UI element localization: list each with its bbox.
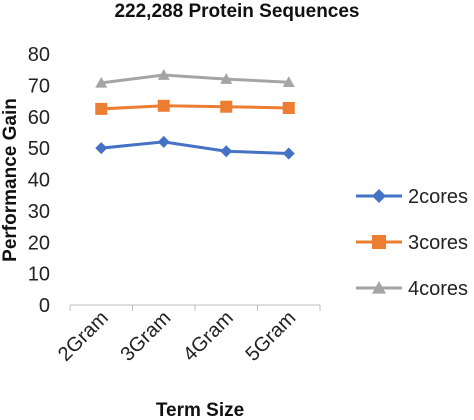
series-line-3cores: [101, 104, 289, 111]
legend-label-4cores: 4cores: [408, 278, 468, 300]
x-axis-title: Term Size: [156, 400, 244, 420]
legend-marker-4cores: [372, 281, 386, 294]
legend-label-3cores: 3cores: [408, 232, 468, 254]
chart-title: 222,288 Protein Sequences: [114, 1, 359, 22]
y-tick-label: 80: [28, 44, 50, 66]
data-point-2cores: [95, 142, 108, 155]
data-point-4cores: [95, 76, 108, 88]
data-point-3cores: [282, 101, 295, 114]
y-tick-label: 50: [28, 138, 50, 160]
y-tick-label: 10: [28, 264, 50, 286]
y-tick-label: 0: [39, 295, 50, 317]
y-tick-label: 30: [28, 201, 50, 223]
legend-label-2cores: 2cores: [408, 186, 468, 208]
x-tick-label: 2Gram: [54, 307, 113, 366]
data-point-2cores: [157, 135, 170, 148]
axes: 0 10 20 30 40 50 60 70 80 2Gram 3Gram 4Gram 5Gram: [28, 44, 321, 366]
data-point-4cores: [282, 76, 295, 88]
x-tick-label: 4Gram: [179, 307, 238, 366]
series-line-2cores: [101, 140, 289, 155]
y-tick-label: 70: [28, 75, 50, 97]
data-point-4cores: [220, 73, 233, 84]
y-axis-title: Performance Gain: [0, 98, 21, 262]
legend: 2cores 3cores 4cores: [356, 186, 468, 300]
legend-marker-3cores: [372, 235, 386, 249]
x-tick-label: 3Gram: [117, 307, 176, 366]
data-point-4cores: [157, 69, 170, 80]
x-tick-label: 5Gram: [242, 307, 301, 366]
series-layer: [95, 69, 295, 160]
data-point-2cores: [282, 147, 295, 160]
y-tick-label: 20: [28, 232, 50, 254]
y-tick-label: 40: [28, 170, 50, 192]
series-line-4cores: [101, 73, 289, 85]
data-point-3cores: [220, 100, 233, 113]
legend-marker-2cores: [372, 189, 386, 203]
y-tick-label: 60: [28, 107, 50, 129]
data-point-2cores: [220, 145, 233, 158]
data-point-3cores: [157, 99, 170, 112]
data-point-3cores: [95, 102, 108, 115]
